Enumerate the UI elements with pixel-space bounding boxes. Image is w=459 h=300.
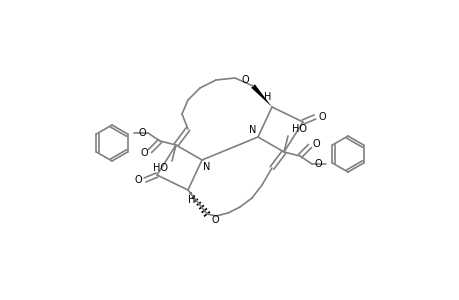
Text: O: O xyxy=(313,159,321,169)
Text: O: O xyxy=(211,215,218,225)
Text: O: O xyxy=(318,112,325,122)
Text: O: O xyxy=(138,128,146,138)
Text: O: O xyxy=(241,75,248,85)
Text: O: O xyxy=(134,175,141,185)
Text: O: O xyxy=(312,139,319,149)
Text: HO: HO xyxy=(291,124,306,134)
Polygon shape xyxy=(251,84,271,107)
Text: N: N xyxy=(249,125,256,135)
Text: H: H xyxy=(188,195,195,205)
Text: O: O xyxy=(140,148,147,158)
Text: HO: HO xyxy=(153,163,168,173)
Text: H: H xyxy=(264,92,271,102)
Text: N: N xyxy=(203,162,210,172)
